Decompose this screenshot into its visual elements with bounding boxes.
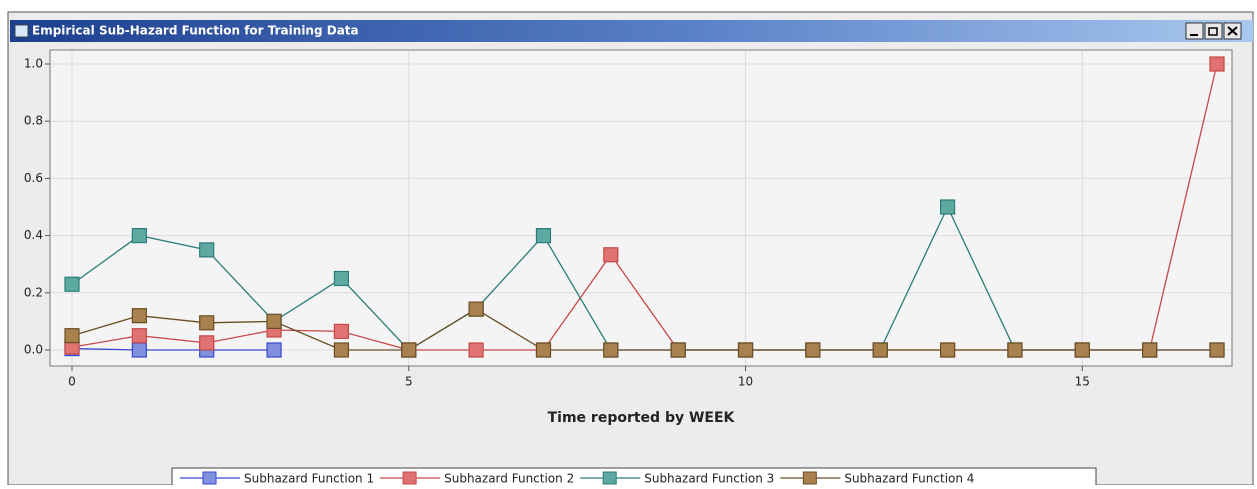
y-tick-label: 0.0 — [24, 343, 43, 357]
window-title: Empirical Sub-Hazard Function for Traini… — [32, 24, 359, 38]
legend-marker — [202, 471, 217, 485]
legend-label: Subhazard Function 3 — [644, 472, 774, 486]
marker — [333, 270, 350, 287]
marker — [131, 308, 147, 324]
marker — [1142, 342, 1158, 358]
y-tick-label: 0.2 — [24, 285, 43, 299]
title-bar — [10, 20, 1253, 42]
marker — [1007, 342, 1023, 358]
restore-button[interactable] — [1204, 22, 1223, 40]
marker — [333, 323, 350, 340]
window-icon — [14, 24, 29, 38]
marker — [131, 228, 147, 244]
y-tick-label: 0.4 — [24, 228, 43, 242]
marker — [401, 342, 417, 358]
x-tick-label: 15 — [1075, 375, 1090, 389]
marker — [1074, 342, 1090, 358]
marker — [64, 276, 80, 292]
marker — [805, 342, 821, 358]
marker — [535, 228, 552, 244]
marker — [939, 342, 956, 358]
legend-label: Subhazard Function 1 — [244, 472, 374, 486]
y-tick-label: 1.0 — [24, 57, 43, 71]
marker — [266, 313, 282, 329]
x-tick-label: 0 — [68, 375, 76, 389]
marker — [737, 342, 754, 358]
legend-marker — [802, 471, 817, 485]
series-line — [71, 347, 275, 351]
marker — [1209, 56, 1225, 72]
legend-label: Subhazard Function 4 — [844, 472, 974, 486]
x-tick-label: 10 — [738, 375, 753, 389]
marker — [199, 335, 215, 351]
restore-icon — [1208, 27, 1218, 36]
minimize-button[interactable] — [1185, 22, 1204, 40]
x-tick-label: 5 — [405, 375, 413, 389]
marker — [131, 328, 147, 344]
top-strip — [0, 0, 1257, 14]
marker — [939, 199, 956, 215]
y-tick-label: 0.6 — [24, 171, 43, 185]
marker — [333, 342, 350, 358]
marker — [468, 342, 484, 358]
series-line — [71, 308, 1217, 351]
marker — [603, 342, 619, 358]
marker — [199, 315, 215, 331]
x-axis-label: Time reported by WEEK — [548, 410, 736, 426]
marker — [872, 342, 888, 358]
close-icon — [1227, 26, 1238, 36]
marker — [131, 342, 147, 358]
legend-marker — [602, 471, 617, 485]
plot-area — [49, 49, 1233, 367]
marker — [1209, 342, 1225, 358]
marker — [266, 342, 282, 358]
marker — [199, 242, 215, 258]
y-tick-label: 0.8 — [24, 114, 43, 128]
legend-label: Subhazard Function 2 — [444, 472, 574, 486]
marker — [603, 247, 619, 263]
marker — [535, 342, 552, 358]
legend-marker — [402, 471, 417, 485]
marker — [670, 342, 686, 358]
marker — [468, 301, 484, 317]
window-buttons — [1185, 22, 1242, 40]
marker — [64, 328, 80, 344]
